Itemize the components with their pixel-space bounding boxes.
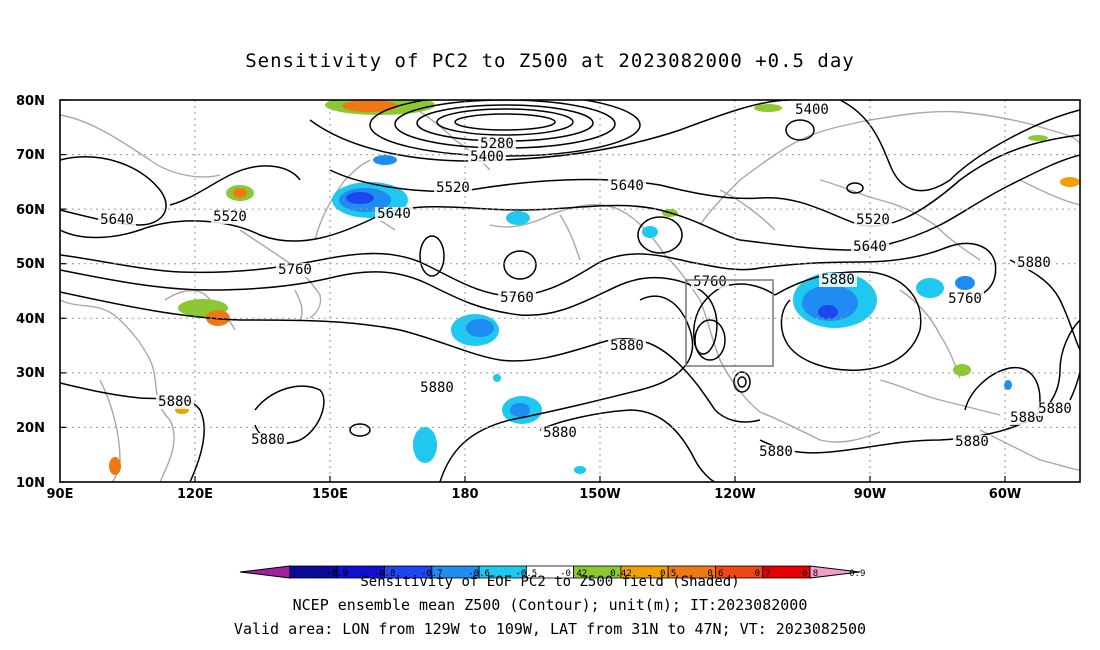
contour-label: 5640: [377, 206, 411, 222]
contour-label: 5880: [1038, 401, 1072, 417]
latitude-labels: 80N 70N 60N 50N 40N 30N 20N 10N: [16, 94, 45, 491]
contour-label: 5640: [853, 239, 887, 255]
lat-label: 60N: [16, 203, 45, 218]
contour-label: 5880: [759, 444, 793, 460]
lon-label: 120W: [714, 487, 755, 502]
lon-label: 150E: [312, 487, 348, 502]
chart-title: Sensitivity of PC2 to Z500 at 2023082000…: [245, 50, 855, 72]
lon-label: 150W: [579, 487, 620, 502]
colorbar-tick-label: 0.6: [707, 569, 723, 579]
colorbar-high-triangle: [809, 565, 861, 579]
contour-label: 5880: [610, 338, 644, 354]
colorbar-tick-label: 0.8: [802, 569, 818, 579]
contour-label-bg: [793, 103, 831, 117]
contour-label-bg: [98, 213, 136, 227]
contour-label-bg: [249, 433, 287, 447]
contour-label-bg: [418, 381, 456, 395]
contour-label: 5880: [251, 432, 285, 448]
contour-label: 5880: [955, 434, 989, 450]
gridlines: [60, 100, 1080, 482]
contour-label: 5400: [470, 149, 504, 165]
caption-valid-area: Valid area: LON from 129W to 109W, LAT f…: [233, 620, 867, 638]
contour-label-bg: [541, 426, 579, 440]
contour-label: 5760: [948, 291, 982, 307]
contour-label-bg: [468, 150, 506, 164]
contour-label: 5760: [278, 262, 312, 278]
contour-label: 5520: [856, 212, 890, 228]
colorbar-tick-label: -0.42: [560, 569, 587, 579]
contour-label-bg: [953, 435, 991, 449]
contour-label-bg: [478, 137, 516, 151]
tick-marks: [60, 99, 1006, 483]
map-frame: [59, 99, 1081, 483]
lat-label: 80N: [16, 94, 45, 109]
colorbar-tick-label: -0.6: [468, 569, 490, 579]
contour-label-bg: [211, 210, 249, 224]
sensitivity-shading: [109, 100, 1080, 475]
lon-label: 120E: [177, 487, 213, 502]
lat-label: 30N: [16, 366, 45, 381]
valid-area-box: [685, 279, 774, 367]
contour-label-bg: [854, 213, 892, 227]
contour-label-bg: [608, 339, 646, 353]
contour-label: 5520: [436, 180, 470, 196]
colorbar-tick-label: -0.9: [326, 569, 348, 579]
colorbar-tick-label: 0.7: [755, 569, 771, 579]
contour-label-bg: [276, 263, 314, 277]
colorbar-tick-label: -0.5: [516, 569, 538, 579]
contour-label: 5880: [821, 272, 855, 288]
lon-label: 60W: [989, 487, 1021, 502]
colorbar-tick-label: -0.8: [374, 569, 396, 579]
contour-label-bg: [498, 291, 536, 305]
contour-label: 5640: [610, 178, 644, 194]
colorbar-tick-label: 0.42: [610, 569, 632, 579]
contour-label-bg: [156, 395, 194, 409]
contour-label: 5880: [1017, 255, 1051, 271]
contour-label: 5640: [100, 212, 134, 228]
contour-label-bg: [946, 292, 984, 306]
contour-label: 5280: [480, 136, 514, 152]
contour-label: 5520: [213, 209, 247, 225]
contour-label: 5880: [1010, 410, 1044, 426]
caption-contour-info: NCEP ensemble mean Z500 (Contour); unit(…: [292, 596, 808, 614]
longitude-labels: 90E 120E 150E 180 150W 120W 90W 60W: [47, 487, 1022, 502]
contour-label: 5880: [420, 380, 454, 396]
contour-label-bg: [851, 240, 889, 254]
contour-label: 5880: [543, 425, 577, 441]
lon-label: 180: [451, 487, 478, 502]
lat-label: 10N: [16, 476, 45, 491]
contour-label: 5880: [158, 394, 192, 410]
contour-label-bg: [434, 181, 472, 195]
lat-label: 50N: [16, 257, 45, 272]
colorbar-tick-label: -0.7: [421, 569, 443, 579]
contour-label-bg: [1015, 256, 1053, 270]
contour-label: 5400: [795, 102, 829, 118]
colorbar: -0.9 -0.8 -0.7 -0.6 -0.5 -0.42 0.42 0.5 0.6 0.7 0.…: [239, 565, 865, 579]
contour-label-bg: [375, 207, 413, 221]
colorbar-tick-label: 0.5: [660, 569, 676, 579]
contour-label-bg: [819, 273, 857, 287]
lon-label: 90E: [47, 487, 74, 502]
lat-label: 70N: [16, 148, 45, 163]
contour-label-bg: [757, 445, 795, 459]
lat-label: 40N: [16, 312, 45, 327]
contour-label-bg: [608, 179, 646, 193]
contour-label: 5760: [693, 274, 727, 290]
lat-label: 20N: [16, 421, 45, 436]
lon-label: 90W: [854, 487, 886, 502]
contour-label-bg: [1036, 402, 1074, 416]
colorbar-title: Sensitivity of EOF PC2 to Z500 field (Sh…: [360, 574, 740, 590]
z500-contours: [60, 100, 1080, 482]
colorbar-tick-label: 0.9: [849, 569, 865, 579]
contour-label-bg: [691, 275, 729, 289]
contour-label: 5760: [500, 290, 534, 306]
